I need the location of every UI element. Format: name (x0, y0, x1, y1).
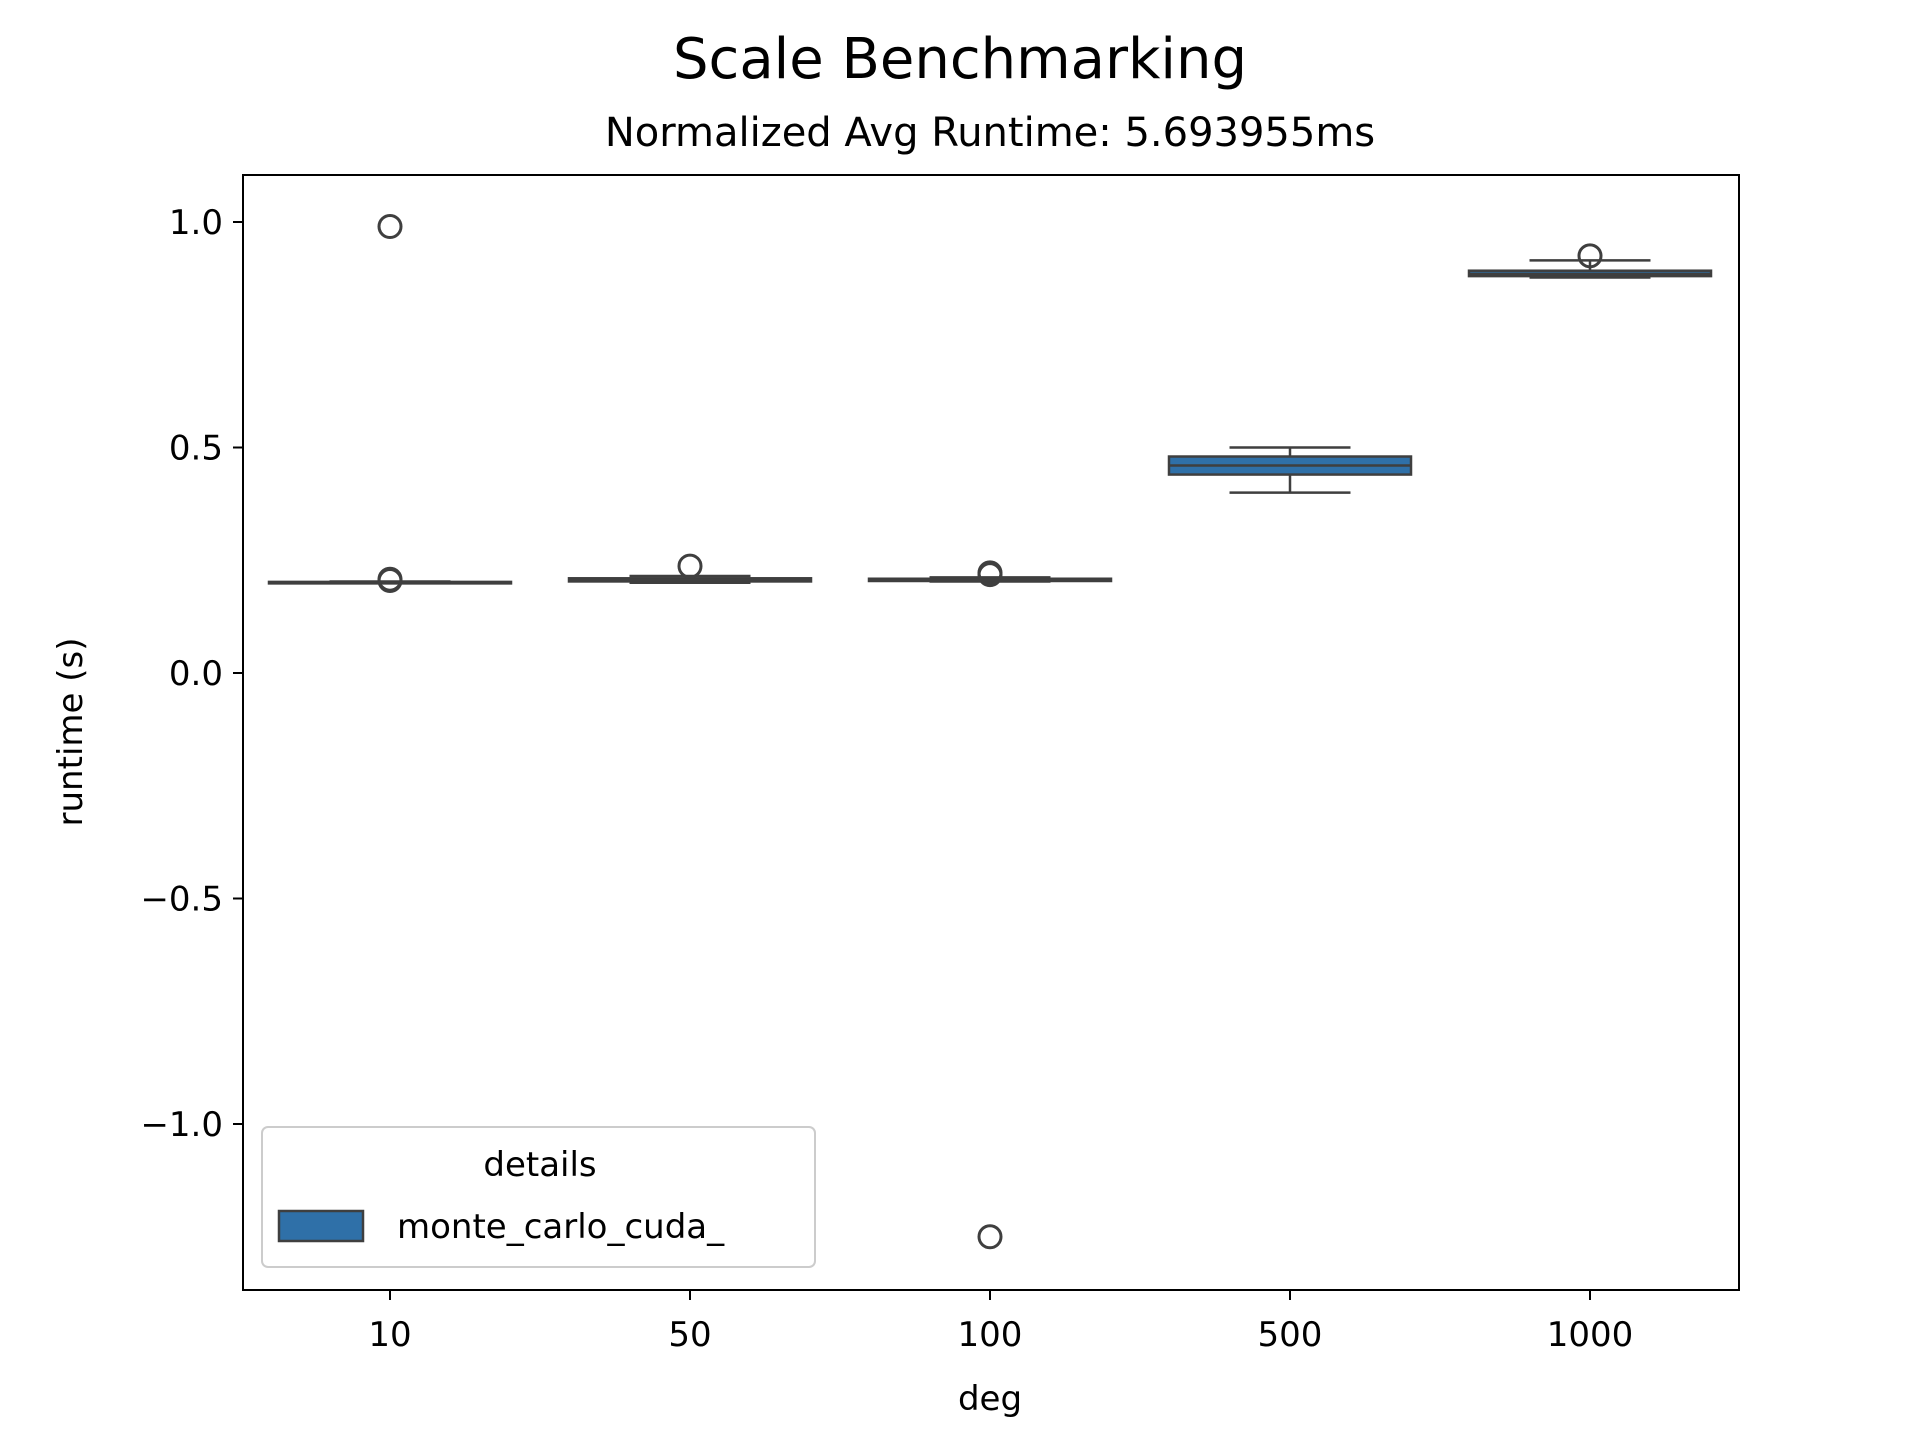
x-tick-label-500: 500 (1258, 1315, 1323, 1355)
legend-title: details (483, 1145, 596, 1185)
outlier-deg-100-2 (977, 560, 1003, 586)
box-group-deg-50 (567, 553, 813, 585)
x-tick-label-1000: 1000 (1547, 1315, 1634, 1355)
x-tick-label-10: 10 (368, 1315, 411, 1355)
chart-subtitle: Normalized Avg Runtime: 5.693955ms (605, 110, 1375, 156)
outlier-deg-1000-1 (1577, 243, 1603, 269)
x-axis-label: deg (958, 1379, 1022, 1419)
box-group-deg-10 (267, 214, 513, 594)
legend: details monte_carlo_cuda_ (261, 1126, 816, 1268)
legend-label-monte-carlo-cuda: monte_carlo_cuda_ (397, 1207, 725, 1247)
box-group-deg-500 (1167, 446, 1413, 494)
legend-swatch-monte-carlo-cuda (277, 1209, 365, 1243)
axes: 1.0 0.5 0.0 −0.5 −1.0 10 50 100 500 1000 (140, 203, 1633, 1355)
outlier-deg-100-3 (977, 1224, 1003, 1250)
plot-frame (242, 174, 1740, 1291)
y-tick-label-2: 0.5 (169, 429, 223, 469)
plot-area (267, 214, 1713, 1250)
chart-title: Scale Benchmarking (673, 27, 1247, 92)
legend-frame (261, 1126, 816, 1268)
box-group-deg-100 (867, 560, 1113, 1250)
y-tick-label-1: 1.0 (169, 203, 223, 243)
outlier-deg-50-1 (677, 553, 703, 579)
outlier-deg-10-1 (377, 214, 403, 240)
x-tick-label-50: 50 (668, 1315, 711, 1355)
box-group-deg-1000 (1467, 243, 1713, 279)
outlier-deg-10-3 (377, 566, 403, 592)
y-tick-label-3: 0.0 (169, 654, 223, 694)
y-tick-label-5: −1.0 (140, 1105, 223, 1145)
y-tick-label-4: −0.5 (140, 880, 223, 920)
x-tick-label-100: 100 (958, 1315, 1023, 1355)
y-axis-label: runtime (s) (51, 638, 91, 827)
